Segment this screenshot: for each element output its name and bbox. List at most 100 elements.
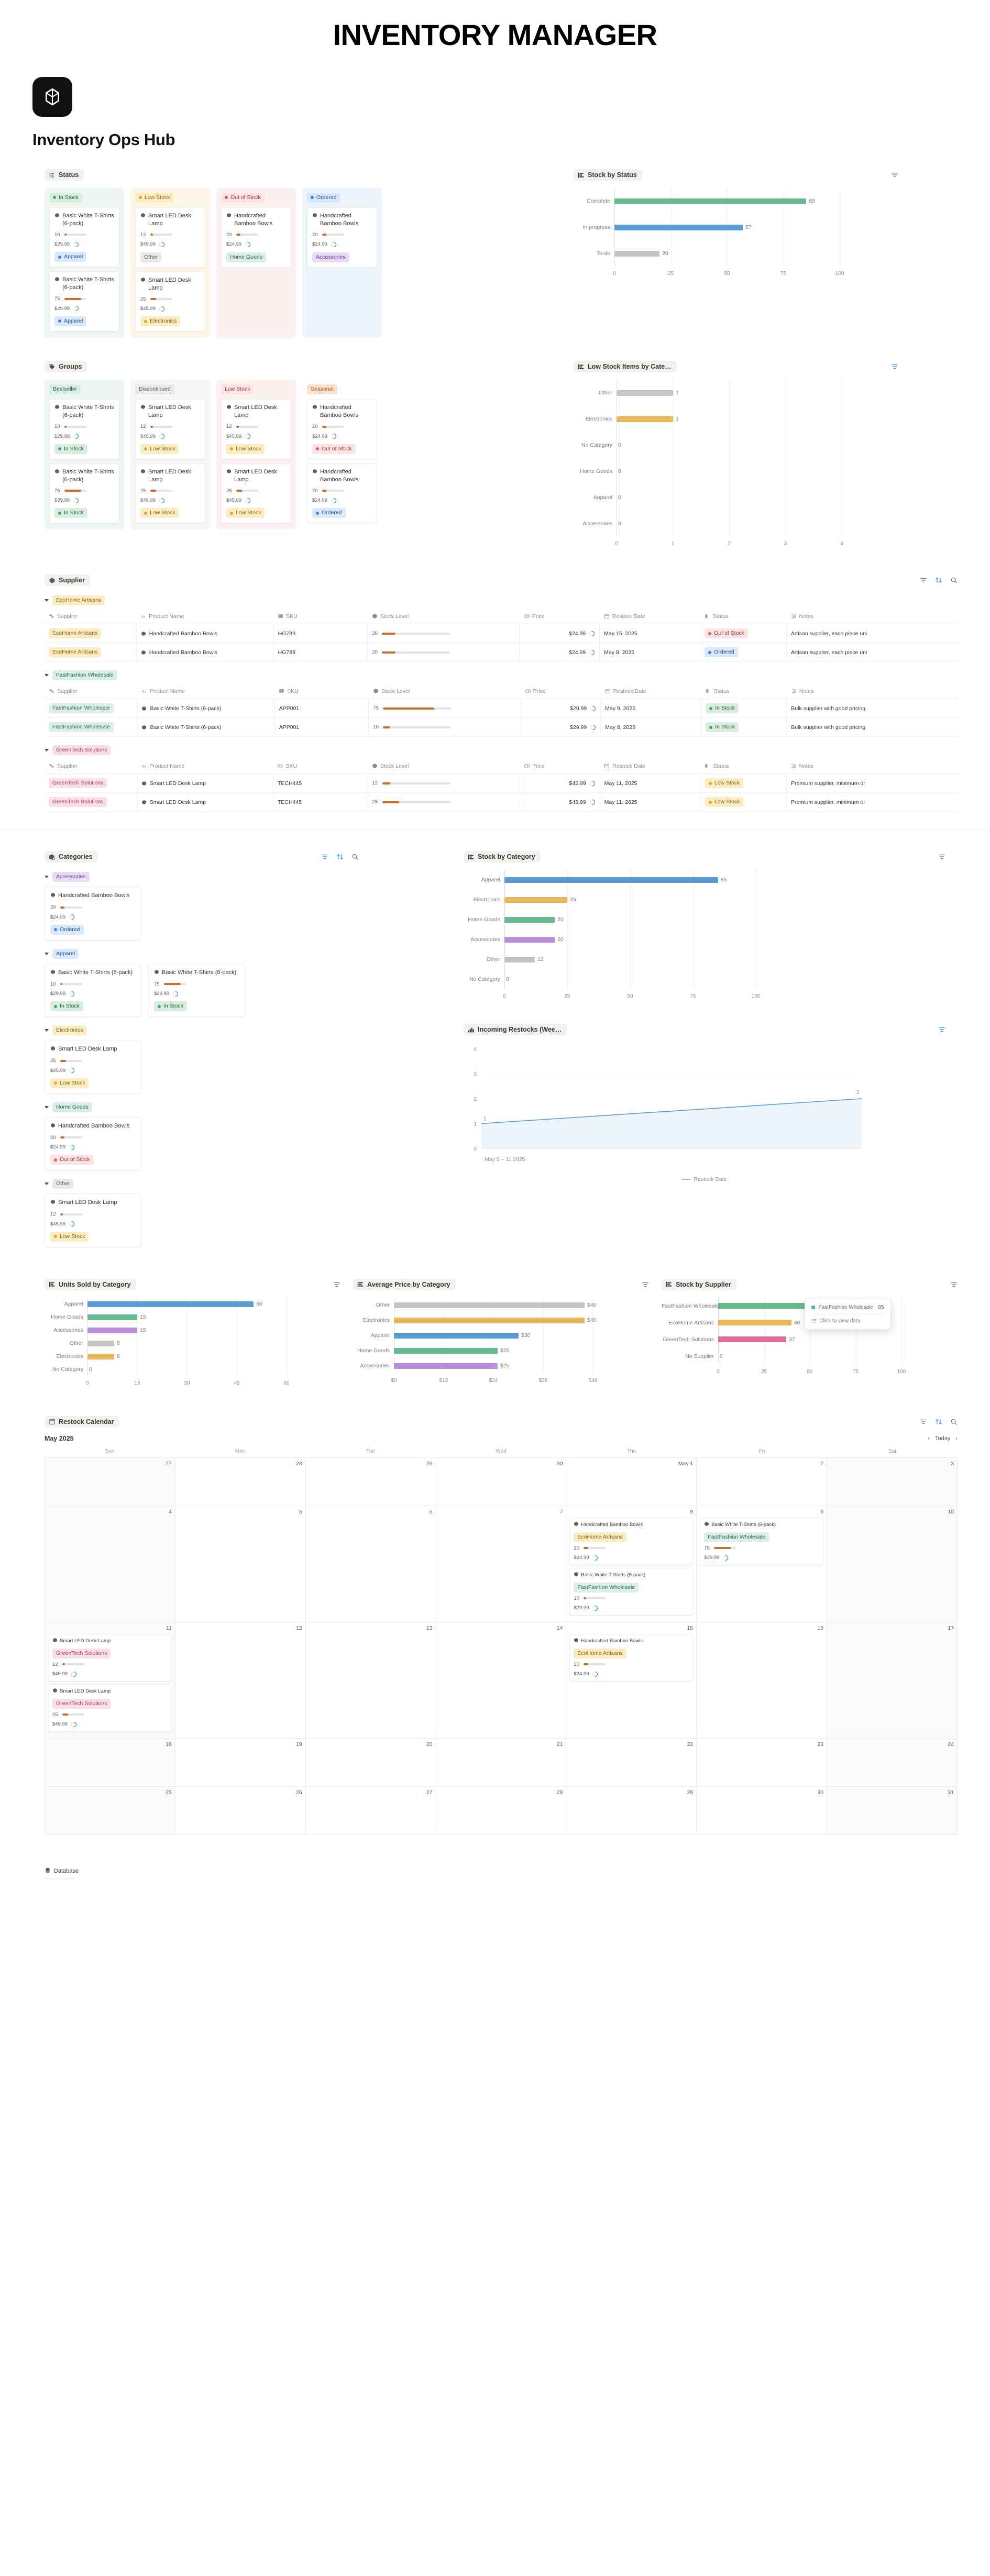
chart-bar-row[interactable]: GreenTech Solutions 37 [662,1331,958,1348]
area-chart-svg[interactable]: 0 1 2 3 4 1 2 [464,1043,867,1153]
calendar-day-cell[interactable]: 28 [175,1457,306,1506]
calendar-today-button[interactable]: Today [934,1435,951,1442]
chevron-down-icon[interactable] [45,1105,49,1109]
calendar-day-cell[interactable]: 28 [436,1786,567,1835]
calendar-day-cell[interactable]: 23 [697,1738,828,1787]
column-header[interactable]: Aa Product Name [137,685,275,699]
restock-calendar-chip[interactable]: Restock Calendar [45,1416,119,1428]
kanban-column-header[interactable]: Out of Stock [221,192,291,203]
chart-bar-row[interactable]: Other $46 [353,1298,649,1313]
chart-bar-row[interactable]: Other 1 [574,380,898,406]
kanban-card[interactable]: Smart LED Desk Lamp 25 $45.99 Low Stock [135,463,205,523]
column-header[interactable]: Aa Product Name [136,610,274,624]
calendar-next-button[interactable]: › [955,1435,958,1442]
calendar-day-cell[interactable]: 27 [45,1457,175,1506]
chart-bar-row[interactable]: In progress 57 [574,214,898,240]
filter-icon[interactable] [938,853,945,861]
filter-icon[interactable] [321,853,328,861]
chart-bar-row[interactable]: Accessories 0 [574,511,898,537]
calendar-day-cell[interactable]: 15 Handcrafted Bamboo Bowls EcoHome Artisa… [566,1622,697,1739]
calendar-day-cell[interactable]: 29 [305,1457,436,1506]
filter-icon[interactable] [641,1280,649,1288]
table-row[interactable]: FastFashion Wholesale Basic White T-Shirt… [45,699,958,718]
calendar-prev-button[interactable]: ‹ [928,1435,930,1442]
chart-units-sold-chip[interactable]: Units Sold by Category [45,1278,136,1290]
chart-low-stock-chip[interactable]: Low Stock Items by Cate… [574,361,677,372]
category-card[interactable]: Handcrafted Bamboo Bowls 20 $24.99 Ordered [45,887,141,941]
category-card[interactable]: Basic White T-Shirts (6-pack) 75 $29.99 In … [148,963,245,1017]
kanban-column-header[interactable]: In Stock [49,192,119,203]
calendar-event[interactable]: Handcrafted Bamboo Bowls EcoHome Artisans… [569,1633,694,1682]
calendar-day-cell[interactable]: 14 [436,1622,567,1739]
chart-bar-row[interactable]: Home Goods 0 [574,458,898,484]
tooltip-view-data-link[interactable]: Click to view data [811,1318,884,1324]
chart-stock-by-supplier-chip[interactable]: Stock by Supplier [662,1278,736,1290]
column-header[interactable]: SKU [274,685,369,699]
table-row[interactable]: GreenTech Solutions Smart LED Desk Lamp TE… [45,773,958,793]
chart-average-price-chip[interactable]: Average Price by Category [353,1278,456,1290]
kanban-card[interactable]: Smart LED Desk Lamp 12 $45.99 Low Stock [221,399,291,459]
kanban-column-header[interactable]: Bestseller [49,384,119,394]
database-footer[interactable]: Database [45,1867,958,1878]
table-group-header[interactable]: EcoHome Artisans [45,595,958,605]
calendar-day-cell[interactable]: 26 [175,1786,306,1835]
search-icon[interactable] [950,1418,958,1425]
chart-bar-row[interactable]: Home Goods 15 [45,1311,340,1324]
calendar-day-cell[interactable]: 17 [827,1622,958,1739]
chart-bar-row[interactable]: Apparel 0 [574,484,898,511]
calendar-day-cell[interactable]: 12 [175,1622,306,1739]
column-header[interactable]: SKU [273,760,368,774]
chart-incoming-restocks-chip[interactable]: Incoming Restocks (Wee… [464,1024,567,1035]
chart-bar-row[interactable]: Apparel 85 [464,870,945,890]
sort-icon[interactable] [934,1418,942,1425]
column-header[interactable]: Restock Date [599,610,700,624]
chart-bar-row[interactable]: Accessories $25 [353,1358,649,1374]
kanban-card[interactable]: Basic White T-Shirts (6-pack) 75 $29.99 In … [49,463,119,523]
chart-bar-row[interactable]: No Supplier 0 [662,1348,958,1365]
categories-board-chip[interactable]: Categories [45,851,98,863]
table-group-header[interactable]: GreenTech Solutions [45,745,958,755]
column-header[interactable]: Price [520,685,601,699]
kanban-card[interactable]: Basic White T-Shirts (6-pack) 10 $29.99 In … [49,399,119,459]
calendar-event[interactable]: Smart LED Desk Lamp GreenTech Solutions 12… [48,1633,172,1682]
kanban-card[interactable]: Handcrafted Bamboo Bowls 20 $24.99 Accessor… [307,207,377,268]
calendar-event[interactable]: Basic White T-Shirts (6-pack) FastFashion… [700,1517,824,1565]
chart-bar-row[interactable]: Other 12 [464,949,945,969]
chart-bar-row[interactable]: Home Goods 20 [464,910,945,930]
status-board-chip[interactable]: Status [45,169,84,181]
chevron-down-icon[interactable] [45,674,49,677]
calendar-day-cell[interactable]: 25 [45,1786,175,1835]
chart-bar-row[interactable]: No Category 0 [574,432,898,458]
chart-tooltip[interactable]: FastFashion Wholesale 85 Click to view dat… [804,1298,891,1330]
calendar-day-cell[interactable]: 24 [827,1738,958,1787]
category-group-header[interactable]: Other [45,1179,359,1189]
chart-canvas[interactable]: FastFashion Wholesale 85 EcoHome Artisans 4… [662,1297,958,1376]
chart-bar-row[interactable]: To-do 20 [574,240,898,267]
calendar-day-cell[interactable]: 21 [436,1738,567,1787]
kanban-column-header[interactable]: Discontinued [135,384,205,394]
calendar-day-cell[interactable]: 9 Basic White T-Shirts (6-pack) FastFashio… [697,1506,828,1622]
column-header[interactable]: Supplier [45,685,137,699]
column-header[interactable]: Notes [786,760,958,774]
kanban-card[interactable]: Handcrafted Bamboo Bowls 20 $24.99 Home Goo… [221,207,291,268]
sort-icon[interactable] [934,577,942,584]
kanban-card[interactable]: Smart LED Desk Lamp 12 $45.99 Other [135,207,205,268]
calendar-day-cell[interactable]: 19 [175,1738,306,1787]
table-row[interactable]: FastFashion Wholesale Basic White T-Shirt… [45,717,958,737]
kanban-card[interactable]: Basic White T-Shirts (6-pack) 10 $29.99 App… [49,207,119,267]
calendar-day-cell[interactable]: 5 [175,1506,306,1622]
sort-icon[interactable] [336,853,344,861]
chart-bar-row[interactable]: Home Goods $25 [353,1343,649,1358]
chevron-down-icon[interactable] [45,749,49,751]
filter-icon[interactable] [919,1418,927,1425]
category-card[interactable]: Smart LED Desk Lamp 25 $45.99 Low Stock [45,1040,141,1094]
calendar-day-cell[interactable]: 7 [436,1506,567,1622]
column-header[interactable]: Restock Date [600,760,701,774]
calendar-day-cell[interactable]: 13 [305,1622,436,1739]
kanban-card[interactable]: Handcrafted Bamboo Bowls 20 $24.99 Ordered [307,463,377,523]
column-header[interactable]: Notes [786,685,958,699]
chart-bar-row[interactable]: Apparel 50 [45,1298,340,1311]
category-card[interactable]: Handcrafted Bamboo Bowls 20 $24.99 Out of S… [45,1116,141,1170]
chart-bar-row[interactable]: Electronics $46 [353,1313,649,1328]
calendar-day-cell[interactable]: 31 [827,1786,958,1835]
